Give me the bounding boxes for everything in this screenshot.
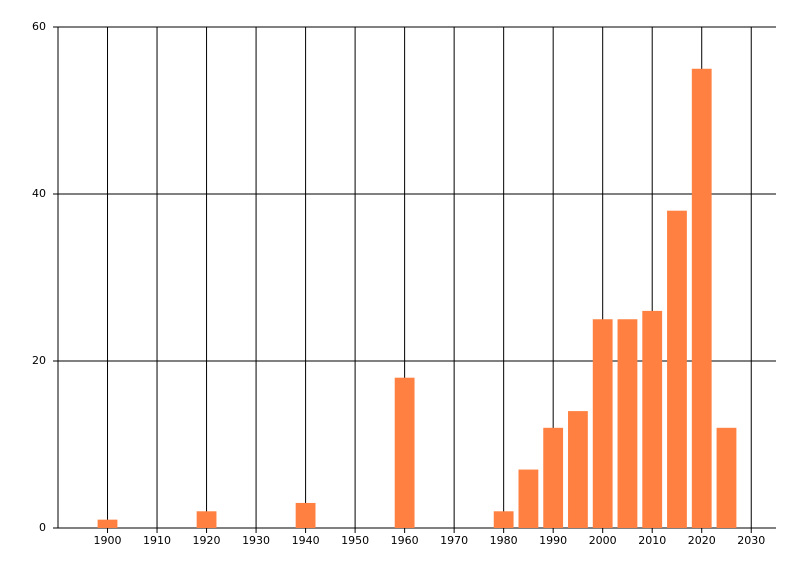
bar <box>196 511 217 528</box>
y-tick-label: 20 <box>32 354 46 367</box>
x-tick-label: 1990 <box>539 534 567 547</box>
bar <box>617 319 638 528</box>
x-tick-label: 1960 <box>391 534 419 547</box>
x-tick-label: 2020 <box>688 534 716 547</box>
bar <box>518 469 539 528</box>
x-tick-label: 2030 <box>737 534 765 547</box>
bar <box>716 427 737 528</box>
bar <box>295 502 316 528</box>
x-tick-label: 2010 <box>638 534 666 547</box>
x-tick-label: 1970 <box>440 534 468 547</box>
bar <box>97 519 118 528</box>
x-tick-label: 1920 <box>193 534 221 547</box>
bar <box>568 411 588 528</box>
bar <box>642 310 663 528</box>
x-tick-label: 1940 <box>292 534 320 547</box>
y-tick-label: 60 <box>32 20 46 33</box>
bar <box>592 319 613 528</box>
bar <box>493 511 514 528</box>
x-tick-label: 1980 <box>490 534 518 547</box>
bar <box>394 377 415 528</box>
bar <box>667 210 687 528</box>
bar <box>691 68 712 528</box>
x-tick-label: 1910 <box>143 534 171 547</box>
x-tick-label: 1950 <box>341 534 369 547</box>
y-tick-label: 40 <box>32 187 46 200</box>
x-tick-label: 1900 <box>94 534 122 547</box>
bar <box>543 427 564 528</box>
x-tick-label: 2000 <box>589 534 617 547</box>
x-tick-label: 1930 <box>242 534 270 547</box>
y-tick-label: 0 <box>39 521 46 534</box>
